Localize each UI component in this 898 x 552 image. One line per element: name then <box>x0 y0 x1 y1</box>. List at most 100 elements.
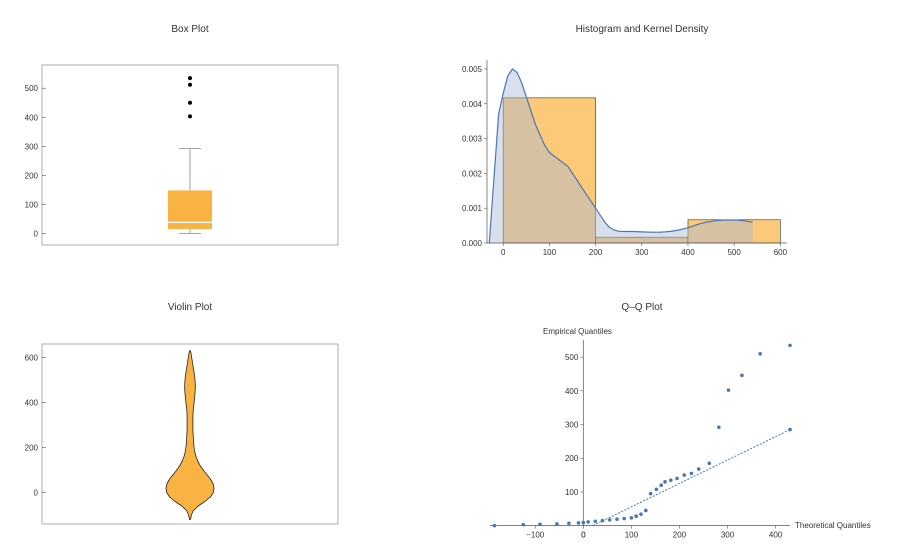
qq-reference-line <box>592 429 791 527</box>
qq-point <box>682 473 687 477</box>
box-plot-panel: Box Plot 0 100 200 300 400 500 <box>25 24 339 246</box>
histogram-y-tick-label: 0.004 <box>462 100 483 109</box>
qq-x-tick-label: 400 <box>769 531 783 540</box>
qq-point <box>586 520 590 524</box>
violin-plot-y-axis: 0 200 400 600 <box>25 354 46 498</box>
box-y-tick-label: 500 <box>25 84 39 93</box>
box-y-tick-label: 300 <box>25 142 39 151</box>
histogram-title: Histogram and Kernel Density <box>576 24 709 35</box>
qq-point <box>615 517 619 522</box>
qq-point <box>581 520 586 525</box>
qq-point <box>576 521 581 525</box>
qq-point <box>689 471 694 476</box>
density-area <box>489 69 753 243</box>
qq-x-tick-label: −100 <box>526 531 545 540</box>
box-outlier-point <box>188 82 192 87</box>
box-y-tick-label: 0 <box>34 229 39 238</box>
qq-point <box>593 519 598 524</box>
qq-point <box>567 521 571 526</box>
histogram-y-tick-label: 0.003 <box>462 135 483 144</box>
qq-point <box>492 523 497 528</box>
qq-plot-title: Q–Q Plot <box>621 302 662 313</box>
qq-point <box>644 508 648 513</box>
violin-y-tick-label: 200 <box>25 444 39 453</box>
qq-plot-x-label: Theoretical Quantiles <box>795 521 871 530</box>
histogram-y-tick-label: 0.005 <box>462 65 483 74</box>
qq-point <box>600 518 605 523</box>
histogram-x-tick-label: 600 <box>774 248 788 257</box>
qq-point <box>629 516 634 520</box>
qq-point <box>788 427 792 432</box>
box-plot-y-axis: 0 100 200 300 400 500 <box>25 84 46 238</box>
histogram-x-tick-label: 0 <box>501 248 506 257</box>
qq-point <box>788 343 792 348</box>
histogram-x-tick-label: 500 <box>727 248 741 257</box>
box-plot-frame <box>41 64 339 246</box>
qq-point <box>740 373 744 378</box>
qq-x-tick-label: 0 <box>581 531 586 540</box>
qq-point <box>675 476 679 481</box>
density-line <box>488 68 753 244</box>
qq-point <box>726 388 731 392</box>
box-plot-title: Box Plot <box>171 24 208 35</box>
box-y-tick-label: 100 <box>25 200 39 209</box>
qq-point <box>758 351 762 356</box>
violin-plot-panel: Violin Plot 0 200 400 600 <box>25 302 339 525</box>
violin-y-tick-label: 600 <box>25 354 39 363</box>
histogram-bars <box>502 97 781 244</box>
qq-y-tick-label: 400 <box>565 387 579 396</box>
qq-points <box>492 343 792 528</box>
qq-y-tick-label: 200 <box>565 454 579 463</box>
qq-point <box>639 512 643 516</box>
histogram-panel: Histogram and Kernel Density 0 100 200 300 4… <box>462 24 788 257</box>
qq-x-tick-label: 300 <box>721 531 735 540</box>
qq-point <box>521 522 526 527</box>
qq-point <box>707 461 712 466</box>
qq-point <box>648 491 653 496</box>
box-y-tick-label: 400 <box>25 113 39 122</box>
kernel-density <box>488 68 753 244</box>
box-iqr <box>168 190 212 230</box>
box-outlier-point <box>188 100 192 105</box>
histogram-x-tick-label: 100 <box>543 248 557 257</box>
qq-y-tick-label: 100 <box>565 488 579 497</box>
qq-point <box>696 467 701 471</box>
qq-point <box>634 514 638 518</box>
histogram-y-tick-label: 0.001 <box>462 204 483 213</box>
violin-shape <box>165 350 215 520</box>
box-y-tick-label: 200 <box>25 171 39 180</box>
histogram-x-tick-label: 200 <box>589 248 603 257</box>
qq-x-tick-label: 200 <box>673 531 687 540</box>
qq-point <box>663 480 667 484</box>
violin-plot-title: Violin Plot <box>168 302 213 313</box>
qq-plot-y-label: Empirical Quantiles <box>543 327 612 336</box>
qq-point <box>607 518 612 522</box>
histogram-x-tick-label: 300 <box>635 248 649 257</box>
violin-y-tick-label: 0 <box>34 489 39 498</box>
qq-point <box>669 478 673 482</box>
qq-y-tick-label: 500 <box>565 353 579 362</box>
qq-plot-panel: Q–Q Plot Empirical Quantiles Theoretical… <box>490 302 871 540</box>
box-outlier-point <box>188 76 192 81</box>
violin-y-tick-label: 400 <box>25 399 39 408</box>
qq-reference-dashed-line <box>592 429 791 527</box>
histogram-y-tick-label: 0.000 <box>462 239 483 248</box>
qq-point <box>717 425 721 430</box>
qq-point <box>654 487 659 492</box>
qq-point <box>555 522 559 526</box>
box-plot-box <box>168 76 212 234</box>
qq-point <box>622 516 626 521</box>
qq-point <box>538 522 542 527</box>
qq-x-tick-label: 100 <box>625 531 639 540</box>
histogram-y-tick-label: 0.002 <box>462 169 483 178</box>
violin-body <box>165 350 215 520</box>
qq-point <box>659 483 663 487</box>
qq-y-tick-label: 300 <box>565 421 579 430</box>
histogram-bar <box>502 97 596 244</box>
box-outlier-point <box>188 114 192 119</box>
histogram-x-tick-label: 400 <box>681 248 695 257</box>
qq-x-tick-label: 0 <box>581 531 586 540</box>
histogram-axes: 0 100 200 300 400 500 600 0.000 0.001 0.002 0.003 0… <box>462 60 788 257</box>
